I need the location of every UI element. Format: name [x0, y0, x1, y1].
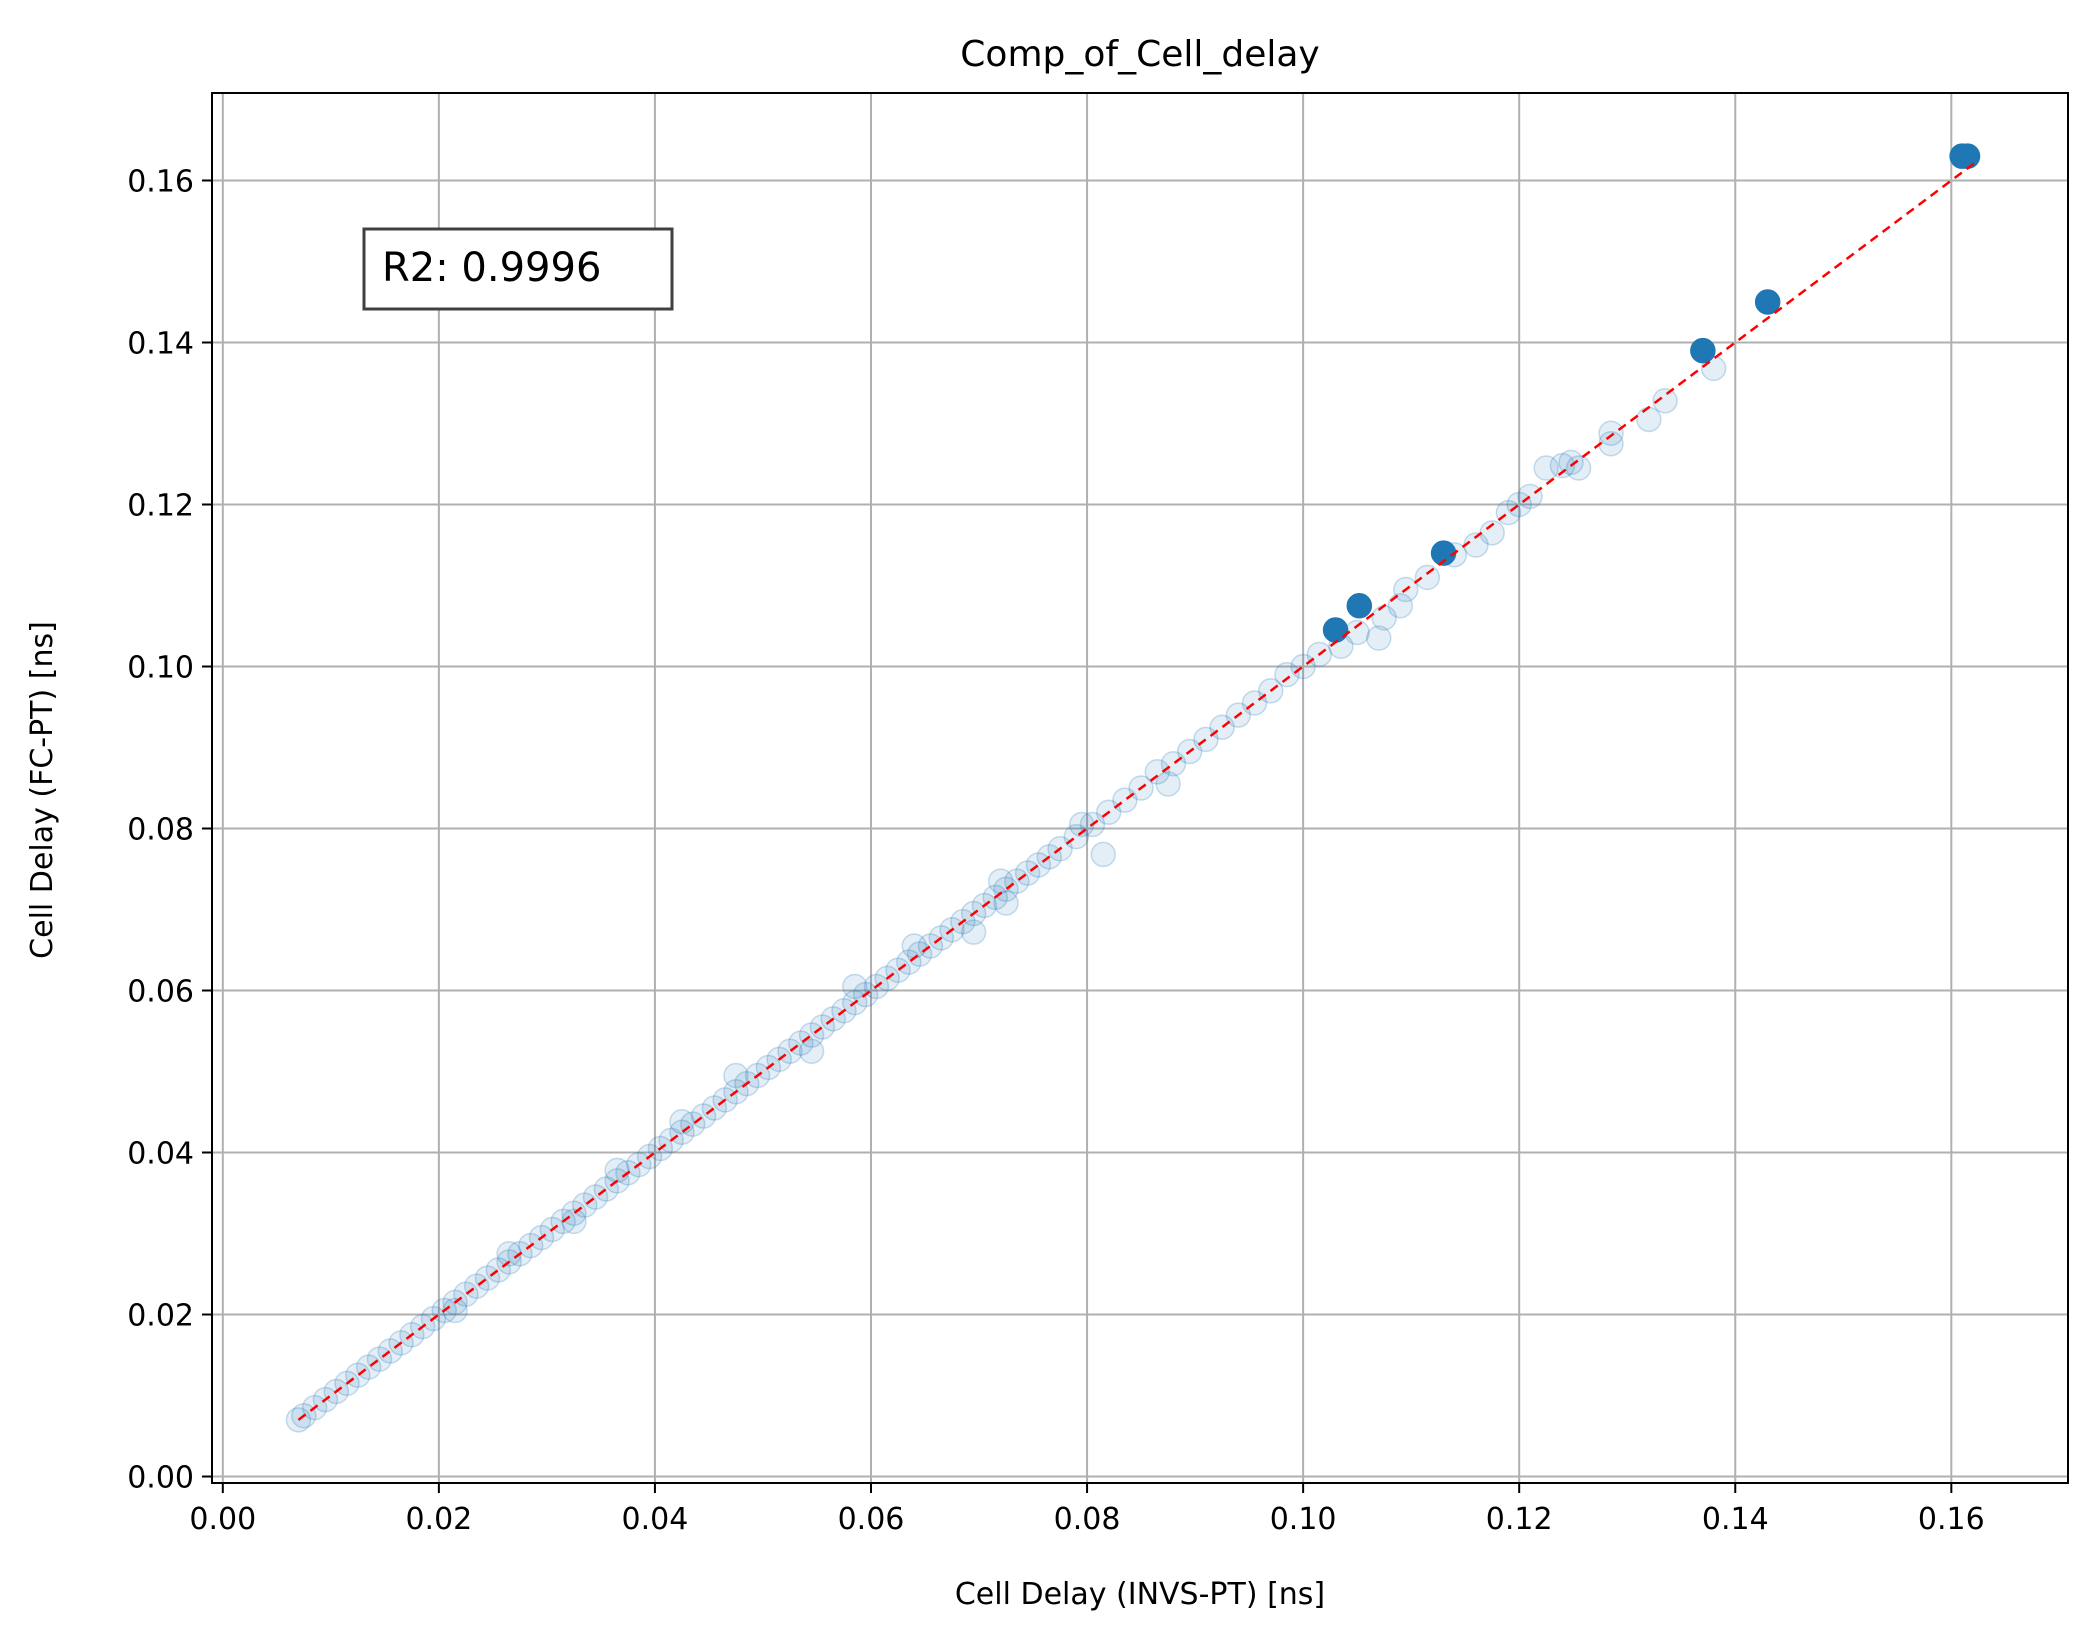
x-tick-label: 0.08	[1054, 1502, 1121, 1537]
scatter-point	[1558, 449, 1584, 476]
scatter-point	[1090, 841, 1117, 868]
scatter-point	[960, 919, 987, 945]
x-tick-label: 0.10	[1270, 1502, 1337, 1537]
reference-line	[297, 159, 1980, 1421]
scatter-point	[1144, 759, 1171, 785]
y-tick-label: 0.06	[127, 975, 194, 1010]
scatter-point	[1549, 452, 1576, 479]
y-tick-label: 0.00	[127, 1461, 194, 1496]
scatter-point	[987, 868, 1014, 894]
y-tick-label: 0.16	[127, 164, 194, 199]
scatter-point	[1598, 420, 1624, 446]
scatter-point	[561, 1208, 587, 1235]
scatter-point	[1274, 661, 1300, 688]
y-tick-label: 0.10	[127, 650, 194, 685]
scatter-point	[901, 933, 927, 959]
scatter-point	[669, 1108, 695, 1135]
chart-title: Comp_of_Cell_delay	[960, 34, 1319, 75]
scatter-point	[1652, 388, 1678, 414]
y-tick-label: 0.12	[127, 488, 194, 523]
scatter-point	[1346, 592, 1373, 619]
y-axis-label: Cell Delay (FC-PT) [ns]	[25, 621, 60, 959]
scatter-point	[1533, 455, 1559, 481]
scatter-point	[723, 1062, 749, 1089]
x-tick-label: 0.00	[189, 1502, 256, 1537]
annotation-box	[362, 227, 674, 311]
scatter-point	[1155, 771, 1181, 797]
x-axis-label: Cell Delay (INVS-PT) [ns]	[955, 1577, 1325, 1612]
scatter-point	[1636, 406, 1662, 433]
x-tick-label: 0.14	[1702, 1502, 1769, 1537]
scatter-point	[993, 890, 1019, 916]
plot-frame	[211, 92, 2069, 1484]
scatter-point	[1954, 143, 1981, 169]
y-tick-label: 0.02	[127, 1299, 194, 1334]
scatter-point	[604, 1157, 630, 1184]
x-tick-label: 0.06	[838, 1502, 905, 1537]
scatter-point	[1387, 592, 1414, 619]
scatter-point	[1366, 625, 1392, 651]
x-tick-label: 0.12	[1486, 1502, 1553, 1537]
y-tick-label: 0.04	[127, 1137, 194, 1172]
scatter-point	[1754, 289, 1781, 315]
scatter-point	[1414, 564, 1441, 591]
scatter-point	[842, 973, 868, 1000]
y-tick-label: 0.14	[127, 326, 194, 361]
r2-annotation: R2: 0.9996	[382, 245, 601, 291]
scatter-point	[798, 1038, 825, 1065]
y-tick-label: 0.08	[127, 813, 194, 848]
grid-lines	[212, 93, 2068, 1483]
x-tick-label: 0.16	[1918, 1502, 1985, 1537]
y-axis-ticks: 0.00 0.02 0.04 0.06 0.08 0.10 0.12 0.14 0.16	[127, 164, 212, 1496]
scatter-point	[1322, 617, 1349, 643]
scatter-point	[1690, 337, 1716, 364]
x-tick-label: 0.02	[405, 1502, 472, 1537]
x-tick-label: 0.04	[622, 1502, 689, 1537]
scatter-point	[1565, 455, 1592, 481]
x-axis-ticks: 0.00 0.02 0.04 0.06 0.08 0.10 0.12 0.14 0.16	[189, 1483, 1985, 1537]
